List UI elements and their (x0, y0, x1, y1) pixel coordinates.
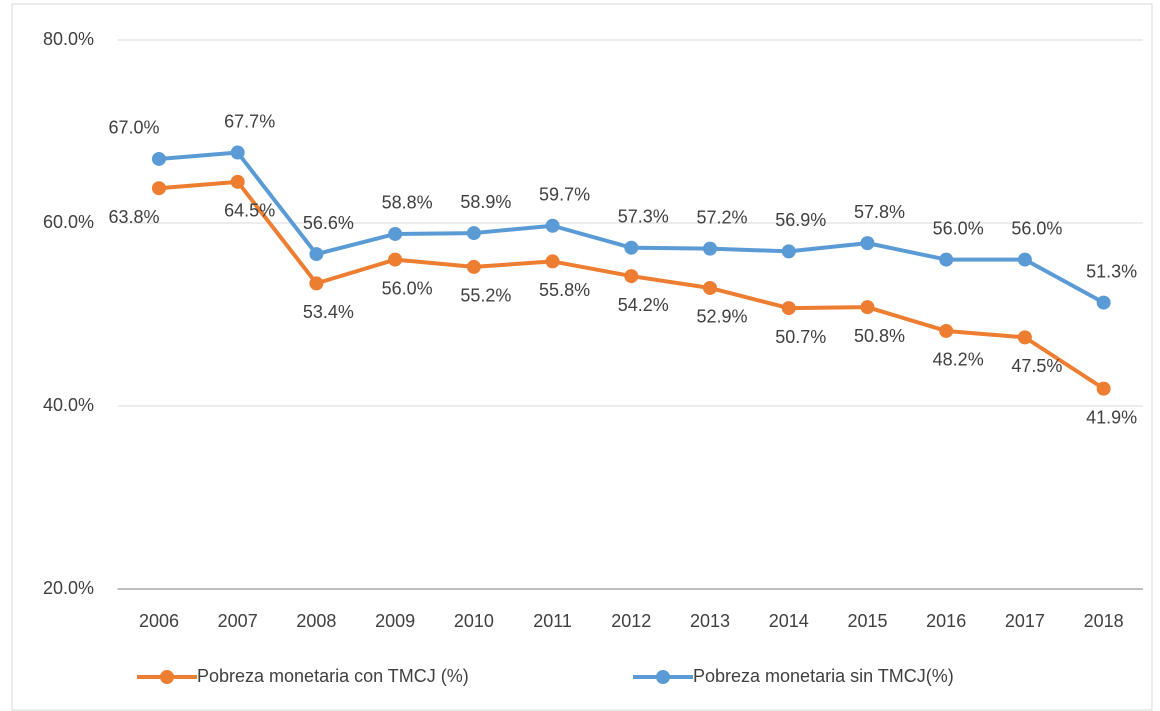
point (151, 151, 166, 166)
point (1017, 330, 1032, 345)
point (388, 252, 403, 267)
point (624, 269, 639, 284)
point (703, 241, 718, 256)
data-label: 56.0% (933, 218, 984, 238)
point (1096, 381, 1111, 396)
point (230, 145, 245, 160)
point (545, 254, 560, 269)
data-label: 58.8% (382, 193, 433, 213)
x-tick-label: 2015 (847, 611, 887, 631)
x-tick-label: 2016 (926, 611, 966, 631)
data-label: 56.6% (303, 213, 354, 233)
point (781, 244, 796, 259)
x-tick-label: 2018 (1084, 611, 1124, 631)
point (939, 252, 954, 267)
data-label: 47.5% (1011, 356, 1062, 376)
legend-marker (160, 670, 174, 684)
data-label: 57.3% (618, 206, 669, 226)
data-label: 52.9% (696, 307, 747, 327)
point (230, 174, 245, 189)
data-label: 56.0% (1011, 218, 1062, 238)
point (781, 301, 796, 316)
point (309, 247, 324, 262)
x-tick-label: 2009 (375, 611, 415, 631)
y-tick-label: 40.0% (43, 395, 94, 415)
point (466, 259, 481, 274)
data-label: 58.9% (460, 192, 511, 212)
point (151, 181, 166, 196)
y-tick-label: 60.0% (43, 212, 94, 232)
data-label: 50.7% (775, 327, 826, 347)
data-label: 67.0% (108, 118, 159, 138)
point (1096, 295, 1111, 310)
data-label: 57.8% (854, 202, 905, 222)
point (939, 323, 954, 338)
data-label: 48.2% (933, 350, 984, 370)
point (703, 280, 718, 295)
point (545, 218, 560, 233)
x-tick-label: 2017 (1005, 611, 1045, 631)
point (388, 226, 403, 241)
data-label: 59.7% (539, 184, 590, 204)
data-label: 56.9% (775, 210, 826, 230)
data-label: 55.2% (460, 286, 511, 306)
data-label: 67.7% (224, 111, 275, 131)
x-tick-label: 2008 (296, 611, 336, 631)
point (466, 226, 481, 241)
legend-label: Pobreza monetaria con TMCJ (%) (197, 666, 469, 686)
x-tick-label: 2007 (218, 611, 258, 631)
point (309, 276, 324, 291)
point (860, 300, 875, 315)
data-label: 54.2% (618, 295, 669, 315)
data-label: 51.3% (1086, 261, 1137, 281)
data-label: 57.2% (696, 207, 747, 227)
x-tick-label: 2012 (611, 611, 651, 631)
x-tick-label: 2006 (139, 611, 179, 631)
x-tick-label: 2014 (769, 611, 809, 631)
point (1017, 252, 1032, 267)
y-tick-label: 20.0% (43, 578, 94, 598)
data-label: 55.8% (539, 280, 590, 300)
data-label: 50.8% (854, 326, 905, 346)
x-tick-label: 2013 (690, 611, 730, 631)
data-label: 53.4% (303, 302, 354, 322)
data-label: 41.9% (1086, 407, 1137, 427)
legend-label: Pobreza monetaria sin TMCJ(%) (693, 666, 954, 686)
legend-marker (656, 670, 670, 684)
chart-frame (11, 3, 1153, 711)
point (860, 236, 875, 251)
y-tick-label: 80.0% (43, 29, 94, 49)
x-tick-label: 2010 (454, 611, 494, 631)
x-tick-label: 2011 (533, 611, 572, 631)
data-label: 63.8% (108, 207, 159, 227)
data-label: 64.5% (224, 201, 275, 221)
data-label: 56.0% (382, 278, 433, 298)
point (624, 240, 639, 255)
